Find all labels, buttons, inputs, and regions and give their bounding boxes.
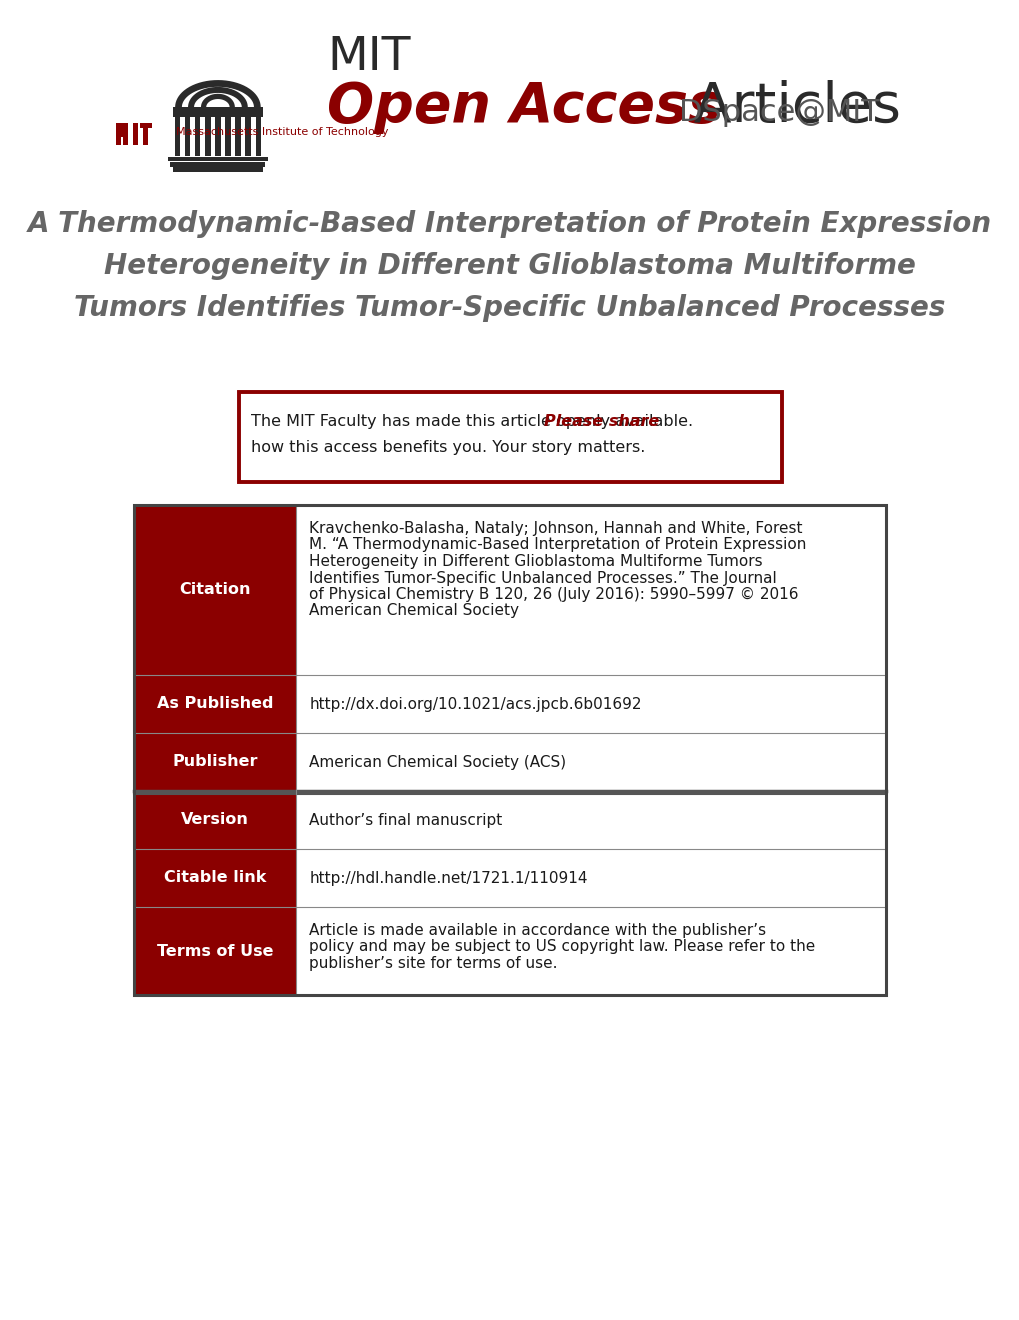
Text: Massachusetts Institute of Technology: Massachusetts Institute of Technology	[175, 127, 387, 137]
Bar	[296, 791, 886, 849]
Text: The MIT Faculty has made this article openly available.: The MIT Faculty has made this article op…	[251, 414, 698, 429]
Bar	[296, 907, 886, 995]
Bar	[120, 123, 123, 137]
Text: http://dx.doi.org/10.1021/acs.jpcb.6b01692: http://dx.doi.org/10.1021/acs.jpcb.6b016…	[309, 697, 641, 711]
Bar	[170, 162, 265, 166]
Bar	[133, 675, 296, 733]
Bar	[133, 791, 296, 849]
Bar	[238, 392, 782, 482]
Bar	[167, 157, 268, 161]
Bar	[256, 117, 261, 156]
Bar	[215, 117, 220, 156]
Text: A Thermodynamic-Based Interpretation of Protein Expression: A Thermodynamic-Based Interpretation of …	[28, 210, 991, 238]
Bar	[143, 124, 148, 145]
Text: Tumors Identifies Tumor-Specific Unbalanced Processes: Tumors Identifies Tumor-Specific Unbalan…	[74, 294, 945, 322]
Bar	[133, 123, 139, 145]
Text: American Chemical Society (ACS): American Chemical Society (ACS)	[309, 755, 566, 770]
Bar	[133, 506, 296, 675]
Text: Heterogeneity in Different Glioblastoma Multiforme Tumors: Heterogeneity in Different Glioblastoma …	[309, 554, 762, 569]
Text: of Physical Chemistry B 120, 26 (July 2016): 5990–5997 © 2016: of Physical Chemistry B 120, 26 (July 20…	[309, 587, 798, 602]
Text: As Published: As Published	[157, 697, 273, 711]
Text: MIT: MIT	[327, 36, 411, 81]
Bar	[133, 733, 296, 791]
Text: Heterogeneity in Different Glioblastoma Multiforme: Heterogeneity in Different Glioblastoma …	[104, 252, 915, 280]
Bar	[140, 123, 152, 128]
Text: Citation: Citation	[179, 582, 251, 598]
Bar	[133, 849, 296, 907]
Text: http://hdl.handle.net/1721.1/110914: http://hdl.handle.net/1721.1/110914	[309, 870, 587, 886]
Text: M. “A Thermodynamic-Based Interpretation of Protein Expression: M. “A Thermodynamic-Based Interpretation…	[309, 537, 806, 553]
Text: Terms of Use: Terms of Use	[157, 944, 273, 958]
Text: American Chemical Society: American Chemical Society	[309, 603, 519, 619]
Text: publisher’s site for terms of use.: publisher’s site for terms of use.	[309, 956, 557, 972]
Text: Identifies Tumor-Specific Unbalanced Processes.” The Journal: Identifies Tumor-Specific Unbalanced Pro…	[309, 570, 776, 586]
Bar	[133, 907, 296, 995]
Bar	[225, 117, 230, 156]
Bar	[195, 117, 201, 156]
Text: how this access benefits you. Your story matters.: how this access benefits you. Your story…	[251, 440, 645, 455]
Text: DSpace@MIT: DSpace@MIT	[678, 98, 878, 127]
Text: Article is made available in accordance with the publisher’s: Article is made available in accordance …	[309, 923, 765, 939]
Text: Publisher: Publisher	[172, 755, 258, 770]
Text: Citable link: Citable link	[164, 870, 266, 886]
Bar	[205, 117, 210, 156]
Text: Version: Version	[181, 813, 249, 828]
Text: Please share: Please share	[543, 414, 658, 429]
Bar	[133, 506, 886, 995]
Bar	[173, 166, 263, 172]
Bar	[116, 123, 120, 145]
Bar	[235, 117, 240, 156]
Bar	[184, 117, 191, 156]
Bar	[174, 117, 180, 156]
Bar	[296, 675, 886, 733]
Text: Articles: Articles	[676, 81, 900, 135]
Text: Author’s final manuscript: Author’s final manuscript	[309, 813, 502, 828]
Bar	[123, 123, 128, 145]
Bar	[296, 733, 886, 791]
Text: Kravchenko-Balasha, Nataly; Johnson, Hannah and White, Forest: Kravchenko-Balasha, Nataly; Johnson, Han…	[309, 521, 802, 536]
Text: policy and may be subject to US copyright law. Please refer to the: policy and may be subject to US copyrigh…	[309, 940, 814, 954]
Text: Open Access: Open Access	[327, 81, 720, 135]
Bar	[246, 117, 251, 156]
Bar	[296, 506, 886, 675]
Bar	[296, 849, 886, 907]
Bar	[173, 107, 263, 117]
